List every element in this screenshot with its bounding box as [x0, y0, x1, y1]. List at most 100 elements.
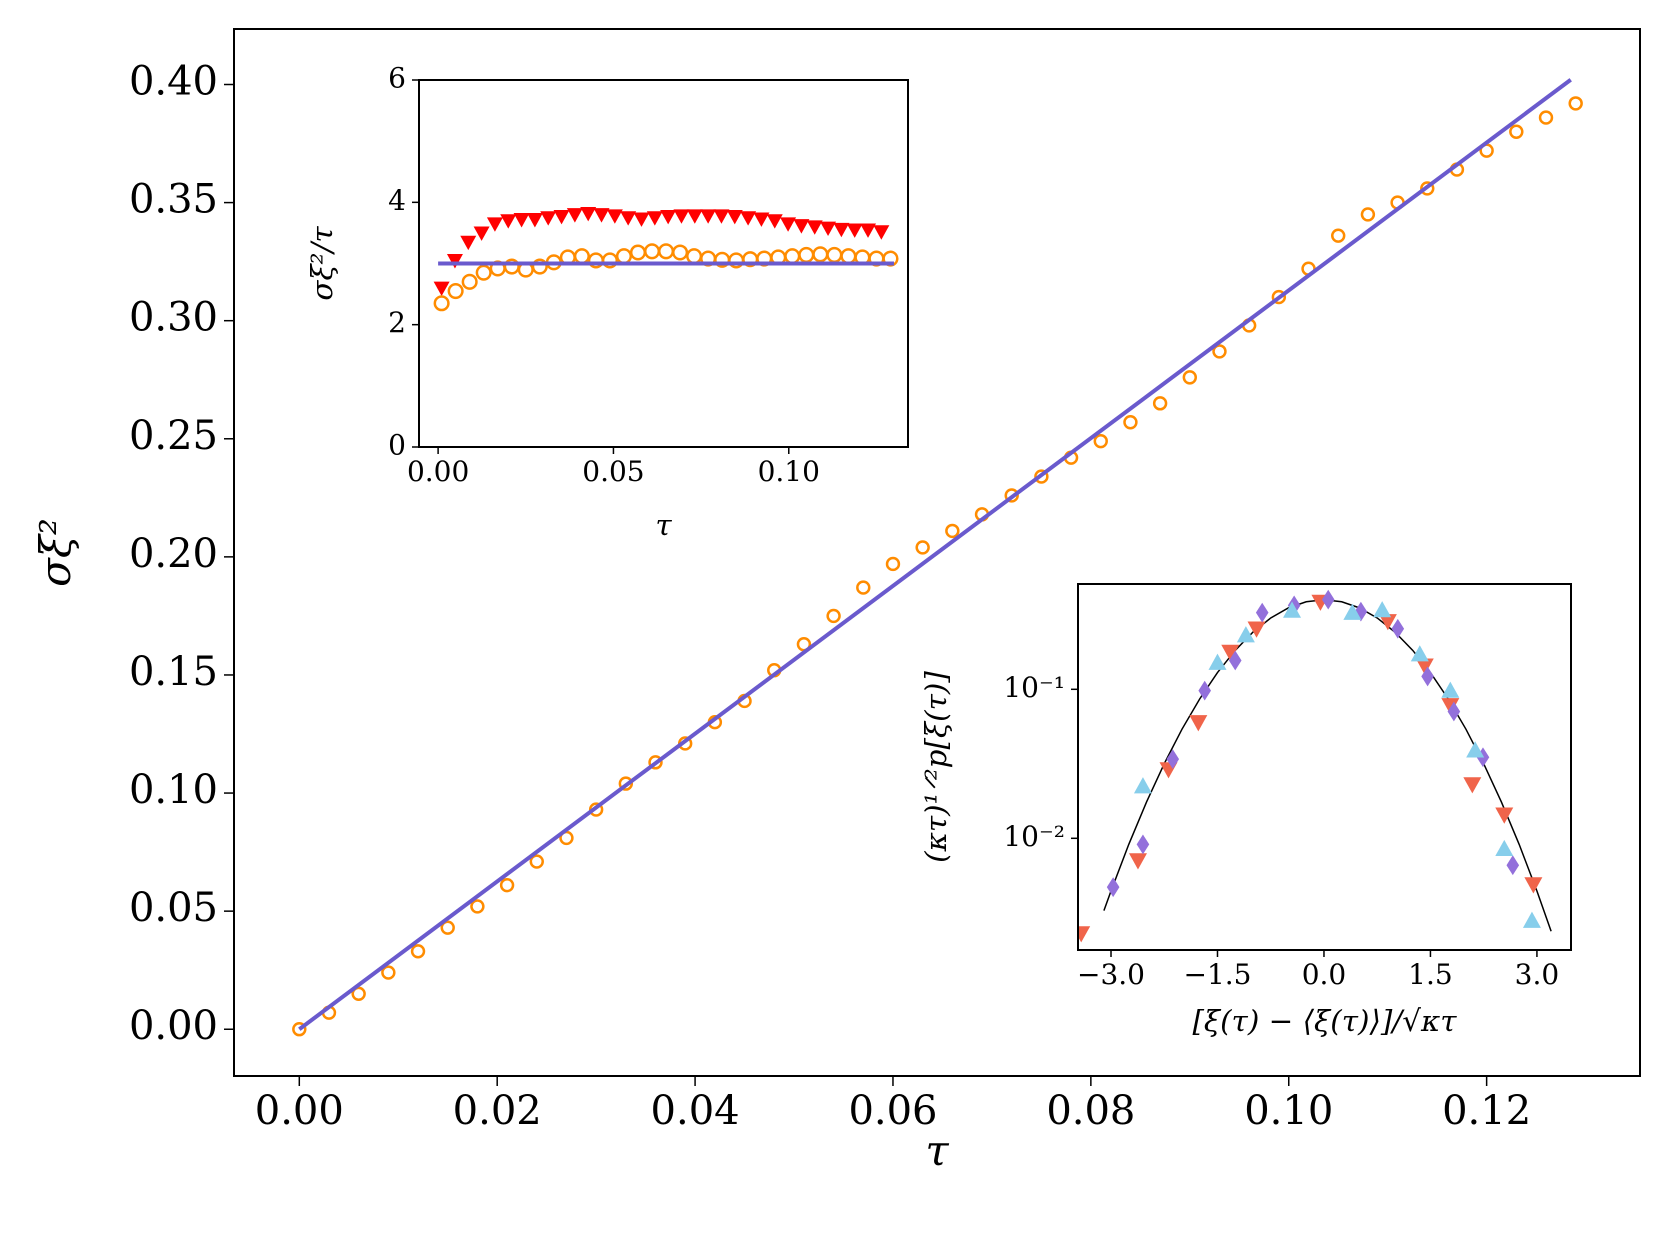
point: [1373, 601, 1392, 618]
point: [1189, 715, 1208, 732]
y-tick-label: 0: [388, 429, 406, 462]
point: [1004, 488, 1019, 503]
x-tick-label: 3.0: [1515, 958, 1560, 991]
y-tick-label: 0.30: [129, 295, 218, 341]
point: [1182, 370, 1198, 385]
x-tick-label: −3.0: [1077, 958, 1145, 991]
x-tick-label: 0.10: [758, 455, 820, 488]
point: [1221, 644, 1240, 661]
axes-frame: [418, 79, 909, 448]
point: [1447, 701, 1461, 722]
series-group: [433, 206, 899, 312]
point: [820, 221, 837, 237]
point: [473, 226, 490, 241]
x-axis-label: [ξ(τ) − ⟨ξ(τ)⟩]/√κτ: [1192, 1004, 1457, 1038]
point: [433, 281, 450, 296]
point: [1198, 680, 1212, 701]
point: [531, 258, 548, 275]
point: [601, 252, 618, 269]
point: [648, 755, 663, 770]
y-tick-label: 6: [388, 62, 406, 95]
point: [633, 212, 650, 227]
x-tick-label: 0.02: [453, 1088, 542, 1134]
point: [553, 210, 570, 225]
point: [1106, 877, 1120, 898]
point: [500, 214, 517, 229]
point: [713, 209, 730, 224]
point: [620, 211, 637, 226]
point: [1034, 469, 1049, 484]
point: [1509, 124, 1524, 139]
axes-frame: [233, 28, 1641, 1077]
y-tick-label: 4: [388, 184, 406, 217]
point: [1283, 601, 1302, 618]
point: [446, 254, 463, 269]
point: [529, 854, 544, 869]
point: [1331, 228, 1346, 243]
point: [1321, 589, 1335, 610]
point: [618, 776, 634, 791]
point: [1524, 877, 1543, 894]
point: [1378, 614, 1397, 631]
x-tick-label: 0.08: [1046, 1088, 1135, 1134]
point: [1136, 834, 1150, 855]
point: [460, 235, 477, 251]
y-tick-label: 0.10: [129, 767, 218, 813]
point: [806, 220, 823, 235]
point: [885, 556, 901, 572]
x-tick-label: −1.5: [1183, 958, 1251, 991]
x-tick-label: 0.05: [582, 455, 644, 488]
y-tick-label: 2: [388, 306, 406, 339]
y-tick-label: 10⁻²: [1003, 820, 1065, 853]
point: [1247, 621, 1266, 638]
point: [915, 540, 930, 555]
y-tick-label: 0.40: [129, 59, 218, 105]
point: [700, 209, 717, 224]
x-axis-label: τ: [655, 508, 672, 542]
y-tick-label: 10⁻¹: [1003, 671, 1065, 704]
point: [1441, 681, 1460, 698]
y-axis-label: (κτ)¹ᐟ²p[ξ(τ)]: [919, 671, 953, 863]
point: [1271, 289, 1287, 305]
y-tick-label: 0.15: [129, 649, 218, 695]
point: [1343, 603, 1362, 620]
point: [740, 211, 757, 226]
point: [856, 580, 871, 595]
point: [433, 295, 450, 312]
point: [1410, 645, 1429, 662]
point: [826, 608, 841, 624]
point: [447, 282, 464, 300]
x-tick-label: 0.04: [651, 1088, 740, 1134]
point: [486, 217, 503, 232]
point: [292, 1022, 307, 1037]
y-tick-label: 0.00: [129, 1003, 218, 1049]
point: [945, 523, 960, 539]
x-tick-label: 0.06: [848, 1088, 937, 1134]
point: [1152, 396, 1168, 411]
point: [1568, 96, 1583, 111]
point: [660, 210, 677, 225]
point: [1506, 855, 1520, 876]
point: [1208, 653, 1227, 670]
point: [410, 944, 426, 959]
point: [793, 219, 810, 234]
point: [1522, 911, 1541, 928]
y-tick-label: 0.35: [129, 177, 218, 223]
point: [1441, 698, 1460, 715]
y-tick-label: 0.25: [129, 413, 218, 459]
point: [1093, 433, 1108, 449]
y-axis-label: σξ²/τ: [305, 226, 339, 301]
point: [672, 244, 689, 261]
x-tick-label: 0.00: [255, 1088, 344, 1134]
point: [606, 209, 623, 224]
point: [470, 899, 485, 914]
point: [726, 210, 743, 225]
point: [1166, 749, 1180, 770]
point: [753, 212, 770, 227]
point: [1133, 777, 1152, 794]
point: [1360, 207, 1376, 222]
point: [873, 225, 890, 240]
series-group: [1078, 589, 1552, 943]
point: [475, 264, 492, 281]
point: [1078, 926, 1091, 943]
